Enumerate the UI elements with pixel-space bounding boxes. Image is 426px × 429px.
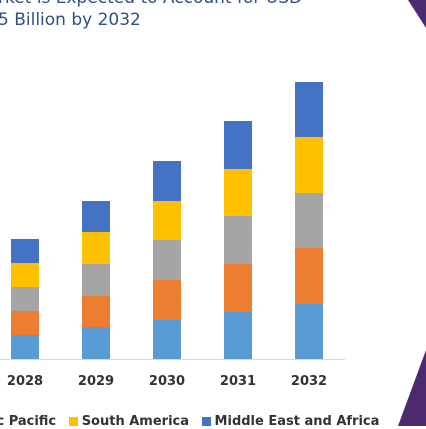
bar-segment-2031-s1 <box>224 264 252 312</box>
bar-segment-2029-s2 <box>82 264 110 296</box>
legend-item-middle-east-africa: Middle East and Africa <box>201 414 380 429</box>
legend-item-asia-pacific: ic Pacific <box>0 414 56 429</box>
bar-segment-2032-s0 <box>295 304 323 359</box>
x-tick-label-2032: 2032 <box>291 374 327 389</box>
chart-legend: ic Pacific South America Middle East and… <box>0 414 426 429</box>
legend-label: Middle East and Africa <box>214 414 380 429</box>
chart-title: rket is Expected to Account for USD <box>0 0 302 8</box>
bar-segment-2031-s0 <box>224 312 252 359</box>
bar-segment-2028-s1 <box>11 311 39 335</box>
bar-segment-2029-s0 <box>82 327 110 359</box>
bar-segment-2028-s4 <box>11 239 39 263</box>
legend-swatch <box>68 417 78 426</box>
bar-segment-2030-s3 <box>153 201 181 240</box>
bar-segment-2031-s3 <box>224 169 252 216</box>
bar-segment-2028-s3 <box>11 263 39 287</box>
x-tick-label-2029: 2029 <box>78 374 114 389</box>
bar-segment-2031-s4 <box>224 121 252 169</box>
x-tick-label-2030: 2030 <box>149 374 185 389</box>
bar-segment-2029-s4 <box>82 201 110 232</box>
bar-segment-2028-s2 <box>11 287 39 311</box>
bar-segment-2032-s4 <box>295 82 323 137</box>
bar-segment-2031-s2 <box>224 216 252 264</box>
legend-item-south-america: South America <box>68 414 190 429</box>
bar-segment-2028-s0 <box>11 335 39 359</box>
bar-segment-2029-s1 <box>82 296 110 327</box>
bar-segment-2030-s4 <box>153 161 181 201</box>
bar-segment-2032-s2 <box>295 193 323 248</box>
x-tick-label-2028: 2028 <box>7 374 43 389</box>
bar-segment-2030-s2 <box>153 240 181 280</box>
legend-swatch <box>201 417 211 426</box>
bar-segment-2032-s3 <box>295 137 323 193</box>
legend-label: South America <box>81 414 190 429</box>
bar-segment-2029-s3 <box>82 232 110 264</box>
chart-subtitle: 5 Billion by 2032 <box>0 10 141 30</box>
bar-segment-2030-s0 <box>153 320 181 359</box>
x-tick-label-2031: 2031 <box>220 374 256 389</box>
legend-label: ic Pacific <box>0 414 57 429</box>
bar-segment-2032-s1 <box>295 248 323 304</box>
bar-segment-2030-s1 <box>153 280 181 320</box>
